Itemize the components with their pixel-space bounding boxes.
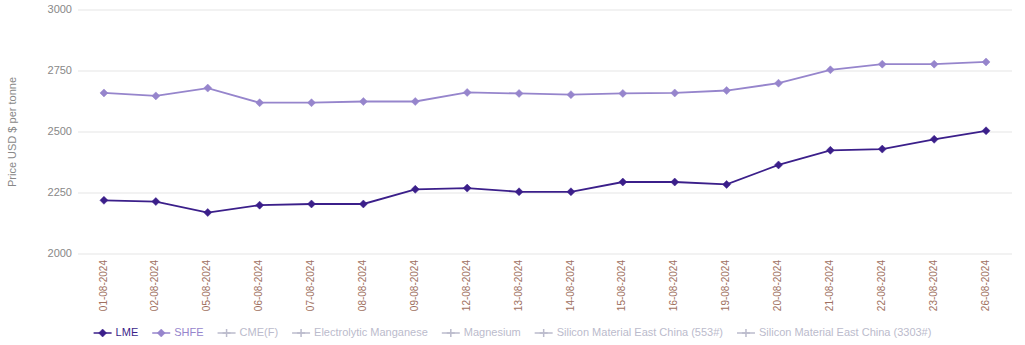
data-point: [152, 198, 160, 206]
x-tick-label: 19-08-2024: [720, 260, 731, 312]
x-tick-label: 09-08-2024: [409, 260, 420, 312]
data-point: [619, 178, 627, 186]
legend-label: Silicon Material East China (553#): [557, 326, 723, 338]
data-point: [515, 188, 523, 196]
grid-line: [78, 10, 1012, 11]
data-point: [567, 91, 575, 99]
legend: LME SHFE CME(F) Electrolytic Manganese Magne…: [94, 326, 932, 338]
grid-line: [78, 132, 1012, 133]
data-point: [671, 89, 679, 97]
data-point: [671, 178, 679, 186]
data-point: [411, 98, 419, 106]
x-tick-label: 16-08-2024: [668, 260, 679, 312]
legend-label: CME(F): [240, 326, 279, 338]
data-point: [515, 89, 523, 97]
data-point: [256, 201, 264, 209]
y-tick-label: 2750: [48, 64, 72, 76]
x-tick-label: 02-08-2024: [149, 260, 160, 312]
x-tick-label: 01-08-2024: [98, 260, 109, 312]
grid-line: [78, 254, 1012, 255]
x-tick-label: 23-08-2024: [928, 260, 939, 312]
x-tick-label: 12-08-2024: [461, 260, 472, 312]
data-point: [100, 196, 108, 204]
x-tick-label: 05-08-2024: [201, 260, 212, 312]
legend-label: Magnesium: [464, 326, 521, 338]
x-tick-label: 08-08-2024: [357, 260, 368, 312]
data-point: [100, 89, 108, 97]
y-tick-label: 2500: [48, 125, 72, 137]
data-point: [359, 98, 367, 106]
legend-marker: [540, 329, 548, 337]
series-line: [104, 131, 986, 213]
data-point: [775, 161, 783, 169]
data-point: [723, 180, 731, 188]
x-tick-label: 26-08-2024: [980, 260, 991, 312]
x-tick-label: 20-08-2024: [772, 260, 783, 312]
data-point: [826, 66, 834, 74]
plot-area: [100, 58, 990, 217]
data-point: [878, 60, 886, 68]
legend-item: Silicon Material East China (553#): [535, 326, 723, 338]
grid: [78, 10, 1012, 254]
data-point: [619, 89, 627, 97]
legend-marker: [297, 329, 305, 337]
data-point: [204, 209, 212, 217]
x-tick-label: 14-08-2024: [565, 260, 576, 312]
legend-marker: [157, 329, 165, 337]
data-point: [878, 145, 886, 153]
data-point: [775, 79, 783, 87]
legend-label: LME: [116, 326, 139, 338]
y-tick-label: 3000: [48, 3, 72, 15]
x-tick-label: 06-08-2024: [253, 260, 264, 312]
data-point: [256, 99, 264, 107]
legend-label: Silicon Material East China (3303#): [759, 326, 931, 338]
y-tick-label: 2250: [48, 186, 72, 198]
data-point: [308, 200, 316, 208]
legend-label: Electrolytic Manganese: [314, 326, 428, 338]
legend-item: SHFE: [152, 326, 203, 338]
data-point: [567, 188, 575, 196]
data-point: [930, 60, 938, 68]
data-point: [308, 99, 316, 107]
legend-marker: [99, 329, 107, 337]
data-point: [826, 146, 834, 154]
data-point: [204, 84, 212, 92]
legend-item: Silicon Material East China (3303#): [737, 326, 931, 338]
y-tick-label: 2000: [48, 247, 72, 259]
x-tick-label: 13-08-2024: [513, 260, 524, 312]
data-point: [359, 200, 367, 208]
x-tick-label: 22-08-2024: [876, 260, 887, 312]
legend-marker: [742, 329, 750, 337]
data-point: [411, 185, 419, 193]
legend-item: LME: [94, 326, 139, 338]
legend-marker: [447, 329, 455, 337]
legend-label: SHFE: [174, 326, 203, 338]
data-point: [463, 184, 471, 192]
data-point: [152, 92, 160, 100]
data-point: [723, 87, 731, 95]
chart: 2000 2250 2500 2750 3000 Price USD $ per tonn…: [0, 0, 1025, 345]
x-tick-label: 07-08-2024: [305, 260, 316, 312]
series-line: [104, 62, 986, 103]
x-tick-label: 15-08-2024: [616, 260, 627, 312]
legend-marker: [223, 329, 231, 337]
x-tick-label: 21-08-2024: [824, 260, 835, 312]
legend-item: CME(F): [218, 326, 279, 338]
grid-line: [78, 71, 1012, 72]
legend-item: Magnesium: [442, 326, 521, 338]
data-point: [982, 58, 990, 66]
data-point: [463, 88, 471, 96]
legend-item: Electrolytic Manganese: [292, 326, 428, 338]
data-point: [930, 135, 938, 143]
y-axis-label: Price USD $ per tonne: [6, 77, 18, 187]
data-point: [982, 127, 990, 135]
